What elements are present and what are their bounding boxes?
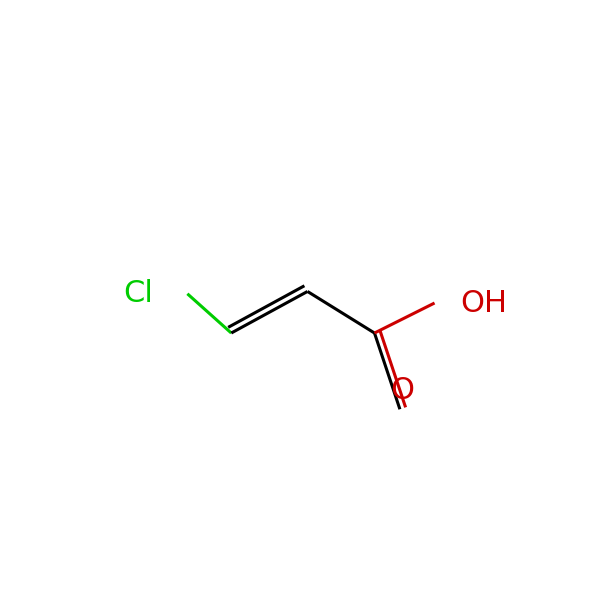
Text: OH: OH: [460, 289, 507, 317]
Text: O: O: [390, 376, 414, 404]
Text: Cl: Cl: [123, 279, 153, 308]
